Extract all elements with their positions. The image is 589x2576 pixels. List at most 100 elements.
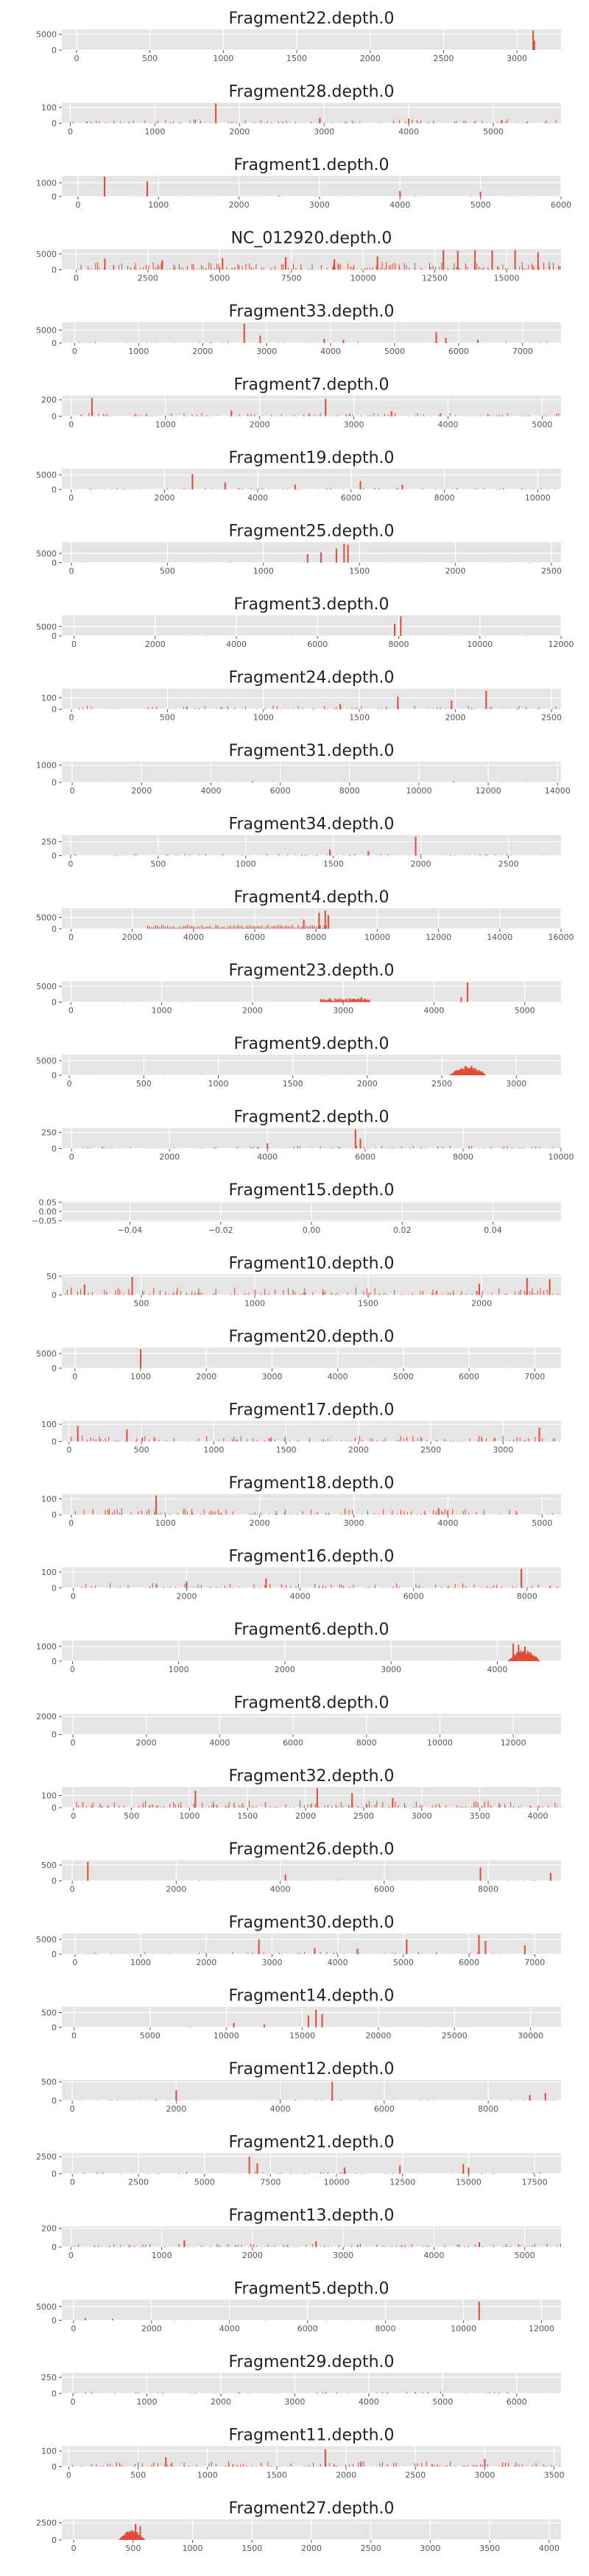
x-tick-label: 17500 [522, 2178, 548, 2187]
depth-bar [289, 1807, 291, 1808]
depth-bar [152, 1583, 153, 1588]
depth-bar [230, 1294, 231, 1295]
depth-bar [223, 926, 225, 929]
x-tick-label: 3000 [474, 2471, 495, 2480]
depth-bar [269, 1514, 270, 1515]
depth-bar [392, 1797, 394, 1808]
depth-bar [292, 1289, 294, 1295]
x-tick-label: 4000 [320, 347, 341, 356]
depth-bar [141, 1510, 142, 1515]
depth-bar [91, 1805, 92, 1808]
depth-bar [544, 415, 546, 417]
depth-bar [462, 2164, 465, 2174]
depth-bar [325, 709, 327, 710]
depth-bar [399, 2165, 401, 2174]
depth-bar [103, 176, 105, 197]
depth-bar [91, 489, 93, 490]
y-tick-label: 200 [41, 2224, 57, 2234]
depth-bar [469, 1146, 470, 1149]
depth-bar [267, 2244, 269, 2247]
depth-bar [143, 266, 144, 270]
depth-bar [518, 1806, 519, 1808]
depth-bar [465, 1585, 466, 1588]
depth-bar [205, 1953, 207, 1954]
depth-bar [149, 1805, 151, 1808]
x-tick-label: 0 [68, 420, 74, 430]
depth-bar [392, 120, 394, 124]
x-tick-label: 2500 [498, 860, 519, 869]
depth-bar [297, 1880, 299, 1881]
x-tick-label: 0 [68, 493, 74, 503]
depth-bar [369, 1586, 370, 1588]
x-tick-label: 1500 [323, 860, 344, 869]
depth-bar [496, 1807, 498, 1808]
depth-bar [139, 2526, 141, 2540]
depth-bar [211, 927, 213, 929]
depth-bar [510, 854, 512, 856]
x-tick-label: 1000 [152, 1006, 172, 1016]
depth-bar [151, 927, 152, 929]
depth-bar [286, 1441, 287, 1442]
depth-bar [514, 250, 516, 270]
depth-bar [121, 1508, 122, 1515]
x-tick-label: 1000 [179, 1811, 200, 1821]
depth-bar [314, 1441, 316, 1442]
depth-bar [91, 1292, 93, 1295]
depth-bar [355, 999, 356, 1002]
depth-bar [556, 1441, 557, 1442]
depth-bar [253, 925, 255, 929]
depth-bar [216, 1804, 217, 1808]
depth-bar [517, 123, 518, 124]
depth-bar [337, 1000, 339, 1002]
depth-bar [341, 1440, 342, 1442]
depth-bar [435, 1291, 437, 1295]
x-tick-label: 12000 [549, 640, 574, 649]
depth-bar [312, 1292, 314, 1295]
depth-bar [351, 999, 353, 1002]
y-tick-label: 500 [41, 2078, 57, 2087]
depth-bar [201, 413, 202, 417]
depth-bar [209, 925, 211, 929]
depth-bar [91, 2391, 92, 2393]
depth-bar [248, 416, 250, 417]
depth-bar [452, 1293, 454, 1295]
depth-bar [267, 1143, 269, 1149]
depth-bar [531, 1805, 532, 1808]
depth-bar [159, 1289, 161, 1295]
depth-bar [325, 1953, 326, 1955]
depth-bar [519, 2245, 521, 2247]
depth-bar [230, 121, 232, 124]
depth-bar [356, 1000, 357, 1002]
x-tick-label: 7500 [260, 2178, 281, 2187]
depth-bar [249, 263, 250, 270]
x-tick-label: 4000 [226, 640, 247, 649]
depth-bar [515, 1441, 516, 1442]
depth-bar [110, 782, 111, 783]
depth-bar [264, 1802, 266, 1808]
depth-bar [526, 416, 528, 417]
x-tick-label: 3000 [314, 127, 334, 137]
depth-bar [480, 415, 482, 417]
depth-bar [502, 1147, 504, 1149]
depth-bar [264, 1585, 266, 1588]
depth-bar [217, 1805, 219, 1808]
plot-area [62, 2373, 561, 2393]
x-tick-label: 2000 [250, 1518, 270, 1528]
depth-bar [168, 489, 169, 490]
depth-bar [484, 1941, 487, 1954]
depth-bar [426, 2246, 427, 2247]
x-tick-label: 3000 [420, 2544, 440, 2553]
depth-bar [551, 1512, 553, 1515]
depth-bar [236, 416, 237, 417]
depth-bar [490, 415, 491, 417]
depth-bar [370, 1292, 371, 1295]
depth-bar [133, 2100, 134, 2101]
depth-bar [423, 1510, 425, 1515]
depth-bar [414, 855, 415, 856]
depth-bar [259, 336, 261, 343]
x-tick-label: 4000 [423, 1006, 444, 1016]
depth-bar [423, 2246, 425, 2247]
depth-bar [420, 1147, 421, 1149]
depth-bar [292, 416, 294, 417]
depth-bar [348, 1510, 350, 1515]
